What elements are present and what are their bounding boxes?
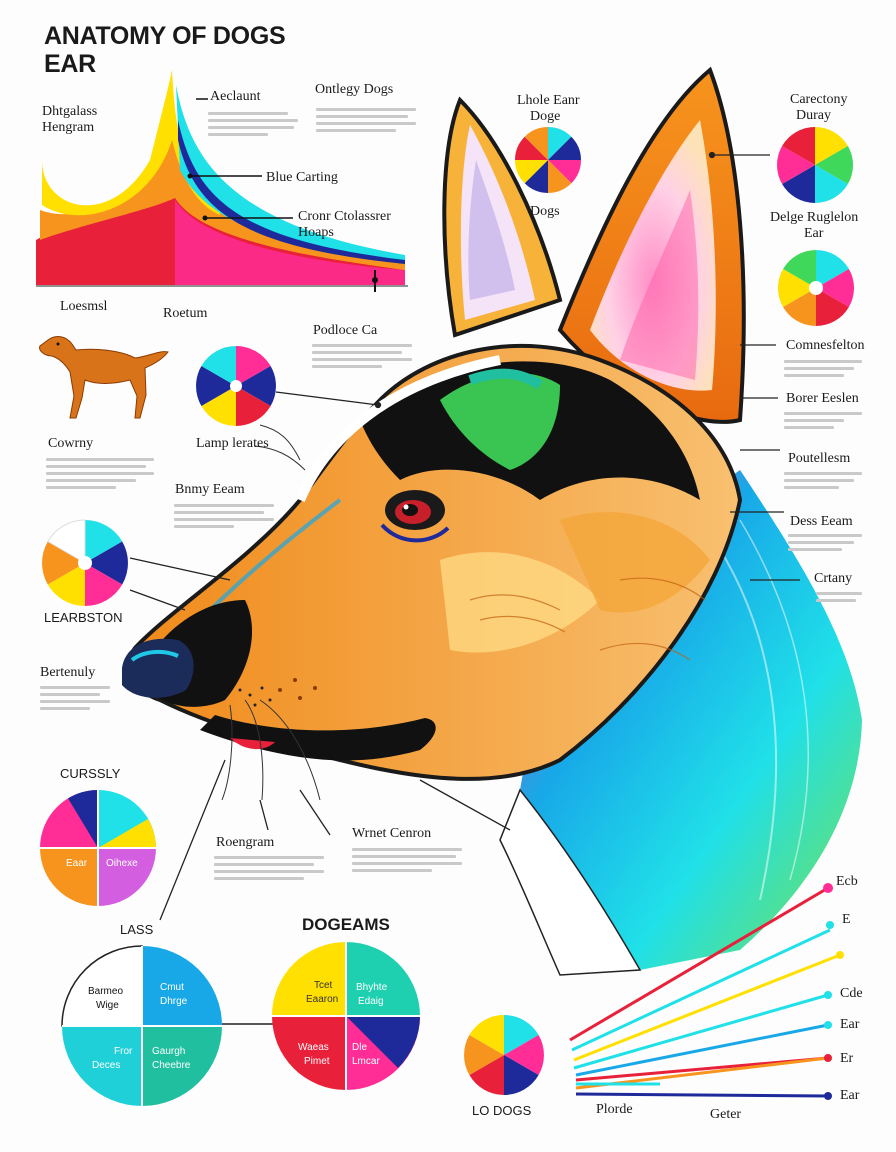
- label-carectony-2: Duray: [796, 108, 831, 123]
- label-ontlegy: Ontlegy Dogs: [315, 82, 394, 97]
- area-magenta: [175, 200, 405, 285]
- dog-silhouette-icon: [39, 336, 169, 419]
- pie-label-deces: Deces: [92, 1060, 121, 1071]
- pie-label-edaig: Edaig: [358, 996, 384, 1007]
- line-legend-dots: [823, 883, 844, 1100]
- label-cronr-1: Cronr Ctolassrer: [298, 209, 391, 224]
- pie-label-gaurgh: Gaurgh: [152, 1046, 186, 1057]
- text-block-crtany: [816, 588, 862, 606]
- pie-label-dhrge: Dhrge: [160, 996, 188, 1007]
- label-delge-1: Delge Ruglelon: [770, 210, 859, 225]
- text-block-bnmy: [174, 500, 274, 532]
- pie-lo-dogs: [464, 1015, 544, 1095]
- text-block-wrnet: [352, 844, 462, 876]
- label-roetum: Roetum: [163, 306, 208, 321]
- dog-head-illustration: [122, 66, 862, 976]
- label-wrnet: Wrnet Cenron: [352, 826, 432, 841]
- label-comnesfelton: Comnesfelton: [786, 338, 865, 353]
- label-lhole-1: Lhole Eanr: [517, 93, 580, 108]
- pie-label-pimet: Pimet: [304, 1056, 330, 1067]
- leader-lines: [129, 151, 800, 921]
- pie-label-oihexe: Oihexe: [106, 858, 138, 869]
- label-poutellesm: Poutellesm: [788, 451, 851, 466]
- text-block-poutellesm: [784, 468, 862, 493]
- pie-lass: [61, 945, 222, 1106]
- pie-label-lmcar: Lmcar: [352, 1056, 380, 1067]
- label-histogram-2: Hengram: [42, 120, 95, 135]
- label-loesmsl: Loesmsl: [60, 299, 108, 314]
- pie-lhole: [515, 127, 581, 193]
- pie-delge: [778, 250, 854, 326]
- label-dogeams: DOGEAMS: [302, 915, 390, 934]
- text-block-comnesfelton: [784, 356, 862, 381]
- label-geter: Geter: [710, 1107, 742, 1122]
- line-legend-label-1: Ecb: [836, 874, 858, 889]
- pie-label-cheebre: Cheebre: [152, 1060, 191, 1071]
- label-roengram: Roengram: [216, 835, 275, 850]
- pie-lamp: [196, 346, 276, 426]
- line-legend-label-3: Cde: [840, 986, 863, 1001]
- pie-label-cmut: Cmut: [160, 982, 184, 993]
- label-bertenuly: Bertenuly: [40, 665, 96, 680]
- text-block-borer: [784, 408, 862, 433]
- pie-carectony: [777, 127, 853, 203]
- label-cronr-2: Hoaps: [298, 225, 334, 240]
- pie-learbston: [42, 519, 128, 606]
- pie-dogeams: [272, 942, 420, 1090]
- label-dogs: Dogs: [530, 204, 560, 219]
- label-plorde: Plorde: [596, 1102, 633, 1117]
- pie-label-dle: Dle: [352, 1042, 368, 1053]
- title-line-2: EAR: [44, 50, 96, 78]
- pie-label-bhyhte: Bhyhte: [356, 982, 388, 993]
- text-block-ontlegy: [316, 104, 416, 136]
- pie-label-eaaron: Eaaron: [306, 994, 339, 1005]
- area-yellow: [42, 70, 220, 216]
- label-histogram-1: Dhtgalass: [42, 104, 98, 119]
- label-blue-carting: Blue Carting: [266, 170, 338, 185]
- page-title: ANATOMY OF DOGS EAR: [44, 22, 286, 78]
- label-curssly: CURSSLY: [60, 766, 121, 781]
- line-legend-chart: [569, 886, 841, 1098]
- label-podloce: Podloce Ca: [313, 323, 378, 338]
- area-chart: [36, 70, 408, 292]
- dog-nose: [122, 638, 194, 698]
- label-borer: Borer Eeslen: [786, 391, 859, 406]
- text-block-cowrny: [46, 454, 154, 493]
- label-lamp: Lamp lerates: [196, 436, 269, 451]
- label-lhole-2: Doge: [530, 109, 561, 124]
- pie-label-fror: Fror: [114, 1046, 133, 1057]
- label-delge-2: Ear: [804, 226, 824, 241]
- text-block-aeclaunt: [208, 108, 298, 140]
- line-legend-label-2: E: [842, 912, 851, 927]
- pie-label-eaar: Eaar: [66, 858, 88, 869]
- title-line-1: ANATOMY OF DOGS: [44, 22, 286, 50]
- text-block-dess: [788, 530, 862, 555]
- line-legend-label-6: Ear: [840, 1088, 860, 1103]
- line-legend-label-5: Er: [840, 1051, 854, 1066]
- pie-label-barmeo: Barmeo: [88, 986, 124, 997]
- label-aeclaunt: Aeclaunt: [210, 89, 261, 104]
- text-block-bertenuly: [40, 682, 110, 714]
- pie-label-waeas: Waeas: [298, 1042, 329, 1053]
- label-cowrny: Cowrny: [48, 436, 94, 451]
- pie-label-tcet: Tcet: [314, 980, 333, 991]
- label-bnmy: Bnmy Eeam: [175, 482, 245, 497]
- text-block-roengram: [214, 852, 324, 884]
- label-lass: LASS: [120, 922, 154, 937]
- pie-curssly: [40, 790, 156, 906]
- label-dess: Dess Eeam: [790, 514, 853, 529]
- label-lo-dogs: LO DOGS: [472, 1103, 532, 1118]
- label-crtany: Crtany: [814, 571, 853, 586]
- text-block-podloce: [312, 340, 412, 372]
- label-carectony-1: Carectony: [790, 92, 848, 107]
- label-learbston: LEARBSTON: [44, 610, 123, 625]
- pie-label-wige: Wige: [96, 1000, 119, 1011]
- line-legend-label-4: Ear: [840, 1017, 860, 1032]
